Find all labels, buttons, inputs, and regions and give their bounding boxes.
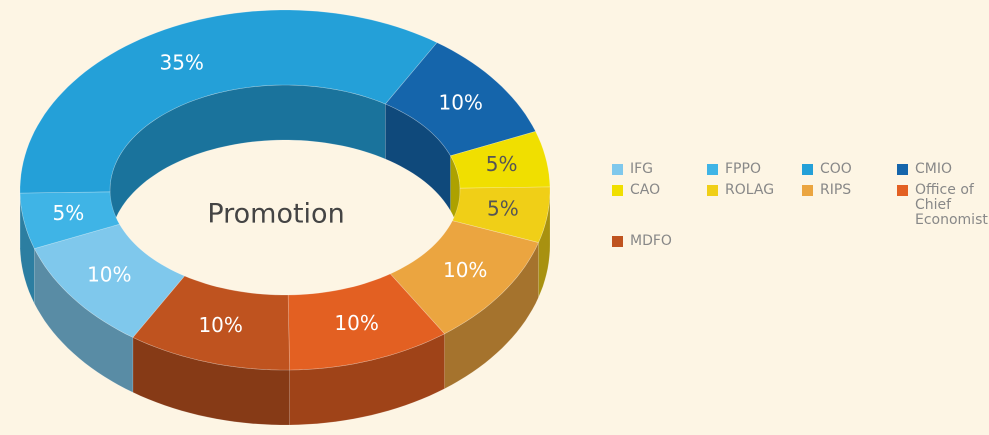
legend-label: COO [820,161,852,177]
legend-label: MDFO [630,233,672,249]
legend-label: RIPS [820,182,852,198]
legend-swatch [707,164,718,175]
legend-item: ROLAG [707,183,802,228]
value-label: 35% [159,51,203,75]
value-label: 5% [486,152,518,176]
legend-item: CMIO [897,162,984,177]
legend-item: Office of Chief Economist [897,182,988,228]
value-label: 10% [87,262,131,286]
legend-item: COO [802,162,897,177]
legend-item: RIPS [802,183,897,228]
value-label: 10% [198,313,242,337]
top-faces [19,9,551,371]
legend-label: ROLAG [725,182,775,198]
legend-swatch [802,185,813,196]
chart: 10% 5% 35% 10% 5% 5% 10% 10% 10% Promotion [19,9,551,426]
legend-item: IFG [612,162,707,177]
legend-label: CMIO [915,161,953,177]
labels: 10% 5% 35% 10% 5% 5% 10% 10% 10% [52,51,518,337]
value-label: 5% [487,196,519,220]
legend: IFG FPPO COO CMIO CAO ROLAG RIPS Office of Chie… [612,162,988,249]
legend-swatch [612,185,623,196]
donut-segment [132,275,290,371]
legend-item: FPPO [707,162,802,177]
legend-label: CAO [630,182,661,198]
legend-swatch [612,236,623,247]
legend-item: MDFO [612,234,707,249]
value-label: 5% [52,201,84,225]
legend-label: IFG [630,161,654,177]
value-label: 10% [334,311,378,335]
value-label: 10% [443,258,487,282]
chart-title: Promotion [207,199,344,230]
legend-swatch [897,185,908,196]
legend-swatch [802,164,813,175]
legend-label: FPPO [725,161,761,177]
outer-walls [19,189,551,426]
inner-walls [109,84,461,246]
legend-swatch [707,185,718,196]
legend-swatch [612,164,623,175]
legend-swatch [897,164,908,175]
value-label: 10% [438,91,482,115]
legend-label: Office of Chief Economist [915,182,988,228]
legend-item: CAO [612,183,707,228]
